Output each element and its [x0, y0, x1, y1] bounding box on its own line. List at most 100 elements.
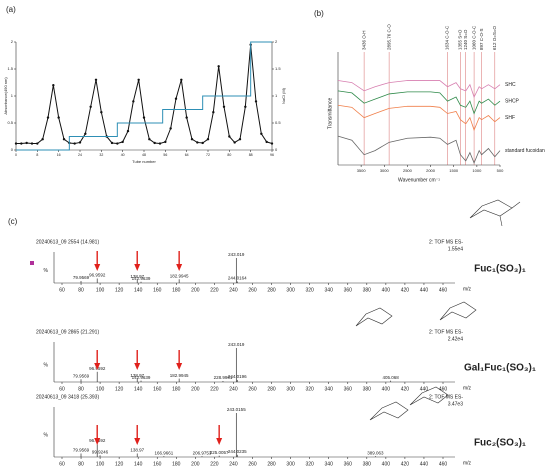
x-tick-label: 180 [172, 386, 181, 392]
point [222, 105, 226, 109]
x-tick-label: 380 [363, 386, 372, 392]
x-tick-label: 1500 [449, 168, 459, 173]
y-tick-label: 2 [11, 39, 14, 44]
x-tick-label: 40 [121, 153, 125, 157]
point [238, 138, 242, 141]
x-tick-label: 280 [267, 386, 276, 392]
peak-label: 206.9753 [193, 450, 212, 455]
point [132, 100, 135, 103]
header: 20240613_09 3418 (25.393) [36, 394, 99, 400]
peak-label: 166.9661 [154, 450, 173, 455]
x-tick-label: 440 [420, 461, 429, 467]
x-tick-label: 140 [134, 287, 143, 293]
x-tick-label: 500 [497, 168, 504, 173]
annotation: 2895.76 C-O [386, 24, 391, 50]
x-tick-label: 100 [96, 386, 105, 392]
point [46, 116, 50, 119]
x-tick-label: 340 [325, 461, 334, 467]
x-tick-label: 96 [270, 153, 274, 157]
x-tick-label: 220 [210, 287, 219, 293]
point [121, 140, 124, 144]
panel-label: (b) [314, 9, 324, 18]
y-axis-label: % [44, 268, 49, 274]
peak-label: 79.9569 [73, 373, 90, 378]
x-tick-label: 340 [325, 386, 334, 392]
point [62, 138, 66, 141]
series-line [337, 135, 501, 164]
arrow-head [134, 264, 141, 271]
marker [30, 261, 34, 265]
x-tick-label: 2000 [426, 168, 436, 173]
peak-label: 243.019 [228, 252, 245, 257]
point [180, 78, 183, 82]
point [244, 105, 247, 109]
peak-label: 79.9569 [73, 448, 90, 453]
y-tick-label: 1 [11, 93, 14, 98]
x-tick-label: 24 [78, 153, 82, 157]
y2-tick-label: 1 [275, 93, 278, 98]
x-tick-label: 64 [185, 153, 189, 157]
point [212, 111, 215, 114]
peak-label: 228.9961 [214, 375, 233, 380]
peak-label: 405.068 [383, 375, 400, 380]
x-tick-label: 240 [229, 287, 238, 293]
point [153, 141, 156, 145]
x-axis-label: Wavenumber cm⁻¹ [398, 177, 440, 183]
compound: Gal₁Fuc₁(SO₃)₁ [464, 363, 536, 374]
annotation: 1355 S=O [458, 29, 463, 50]
point [57, 116, 60, 119]
x-axis-label: m/z [463, 385, 472, 391]
x-tick-label: 460 [439, 386, 448, 392]
x-tick-label: 440 [420, 386, 429, 392]
x-tick-label: 140 [134, 386, 143, 392]
peak-label: 244.0196 [228, 374, 247, 379]
x-tick-label: 8 [36, 153, 38, 157]
x-tick-label: 440 [420, 287, 429, 293]
x-tick-label: 260 [248, 461, 257, 467]
x-tick-label: 2500 [403, 168, 413, 173]
x-tick-label: 60 [59, 461, 65, 467]
annotation: 1060 C-O-C [471, 25, 476, 50]
x-tick-label: 3000 [380, 168, 390, 173]
peak-label: 182.9945 [170, 273, 189, 278]
x-tick-label: 56 [163, 153, 167, 157]
peak-label: 182.9945 [170, 373, 189, 378]
legend-label: SHC [505, 82, 516, 88]
x-tick-label: 160 [153, 461, 162, 467]
point [217, 65, 220, 68]
x-tick-label: 300 [286, 461, 295, 467]
peak-label: 96.9592 [89, 273, 106, 278]
structure [355, 199, 521, 421]
point [137, 78, 140, 82]
peak-label: 243.0155 [227, 407, 246, 412]
x-tick-label: 340 [325, 287, 334, 293]
intensity: 2.42e4 [448, 336, 464, 342]
y-axis-label: % [44, 432, 49, 438]
x-tick-label: 80 [78, 461, 84, 467]
x-tick-label: 460 [439, 287, 448, 293]
arrow-head [216, 438, 223, 445]
x-tick-label: 280 [267, 461, 276, 467]
arrow-head [134, 363, 141, 370]
point [228, 135, 231, 138]
x-tick-label: 48 [142, 153, 146, 157]
y-axis-label: % [44, 362, 49, 368]
peak-label: 138.97 [130, 448, 144, 453]
x-tick-label: 80 [227, 153, 231, 157]
point [142, 116, 146, 119]
x-tick-label: 400 [382, 386, 391, 392]
x-tick-label: 120 [115, 386, 124, 392]
x-tick-label: 180 [172, 461, 181, 467]
instrument: 2: TOF MS ES- [429, 394, 463, 400]
intensity: 3.47e3 [448, 401, 464, 407]
x-tick-label: 32 [99, 153, 103, 157]
annotation: 3436 O-H [361, 30, 366, 50]
y-tick-label: 0 [11, 147, 14, 152]
x-tick-label: 420 [401, 287, 410, 293]
arrow-head [94, 363, 101, 370]
x-tick-label: 160 [153, 287, 162, 293]
x-tick-label: 260 [248, 287, 257, 293]
arrow-head [94, 438, 101, 445]
series-line [337, 80, 501, 99]
